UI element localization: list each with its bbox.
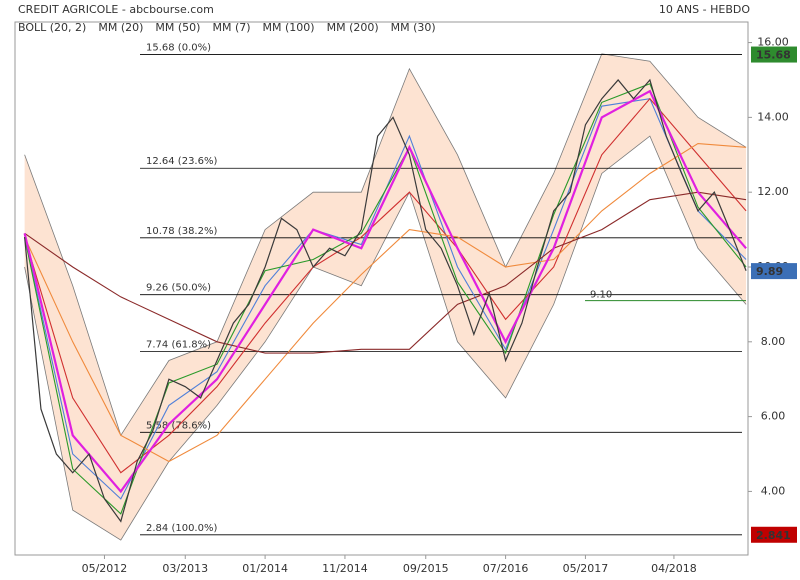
- ma-line: [24, 142, 747, 463]
- chart-title: CREDIT AGRICOLE - abcbourse.com: [18, 3, 214, 16]
- x-tick-label: 04/2018: [651, 562, 697, 575]
- x-tick-label: 01/2014: [242, 562, 288, 575]
- y-tick-label: 4.00: [761, 484, 786, 497]
- fib-label: 10.78 (38.2%): [146, 226, 217, 237]
- price-tag-label: 9.89: [756, 265, 783, 278]
- fib-label: 7.74 (61.8%): [146, 340, 211, 351]
- ma-line: [24, 191, 747, 354]
- price-tag-label: 2.841: [756, 529, 791, 542]
- x-tick-label: 05/2012: [82, 562, 128, 575]
- bollinger-upper: [24, 53, 747, 437]
- y-tick-label: 12.00: [757, 185, 789, 198]
- bollinger-band: [24, 53, 747, 541]
- ma-line: [24, 97, 747, 474]
- y-tick-label: 16.00: [757, 36, 789, 49]
- bollinger-lower: [24, 135, 747, 541]
- x-tick-label: 09/2015: [403, 562, 449, 575]
- legend-entry: MM (7): [212, 21, 250, 34]
- x-tick-label: 03/2013: [162, 562, 208, 575]
- fib-label: 12.64 (23.6%): [146, 156, 217, 167]
- x-tick-label: 05/2017: [563, 562, 609, 575]
- y-tick-label: 8.00: [761, 335, 786, 348]
- legend-entry: MM (30): [391, 21, 436, 34]
- y-tick-label: 6.00: [761, 410, 786, 423]
- fib-label: 9.26 (50.0%): [146, 283, 211, 294]
- price-tag: [751, 526, 797, 543]
- x-tick-label: 11/2014: [322, 562, 368, 575]
- fib-label: 15.68 (0.0%): [146, 43, 211, 54]
- price-tag: [751, 263, 797, 280]
- legend-entry: BOLL (20, 2): [18, 21, 86, 34]
- legend-entry: MM (100): [263, 21, 315, 34]
- price-line: [24, 78, 747, 523]
- chart-subtitle: 10 ANS - HEBDO: [659, 3, 750, 16]
- y-tick-label: 14.00: [757, 110, 789, 123]
- legend-entry: MM (200): [327, 21, 379, 34]
- price-tag: [751, 46, 797, 63]
- fib-label: 2.84 (100.0%): [146, 523, 217, 534]
- support-label: 9.10: [590, 290, 612, 301]
- x-tick-label: 07/2016: [483, 562, 529, 575]
- legend-entry: MM (20): [98, 21, 143, 34]
- ma-line: [23, 89, 747, 494]
- price-tag-label: 15.68: [756, 49, 791, 62]
- legend-entry: MM (50): [155, 21, 200, 34]
